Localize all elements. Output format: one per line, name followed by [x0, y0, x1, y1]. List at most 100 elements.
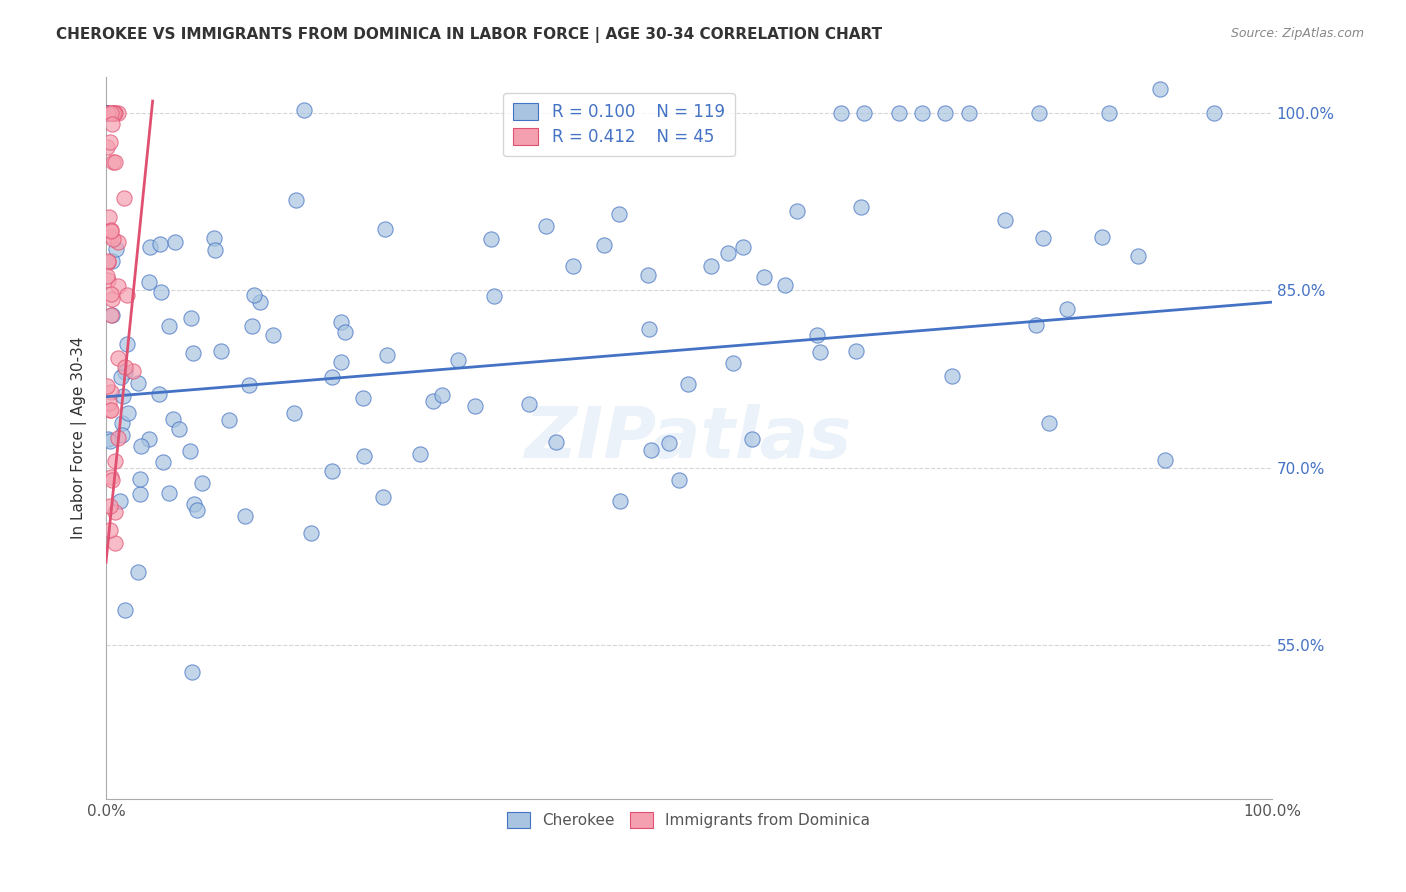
Point	[640, 442, 662, 457]
Point	[204, 243, 226, 257]
Point	[741, 432, 763, 446]
Point	[479, 232, 502, 246]
Point	[249, 295, 271, 310]
Point	[165, 235, 187, 249]
Point	[128, 487, 150, 501]
Point	[94, 106, 117, 120]
Point	[101, 232, 124, 246]
Point	[562, 259, 585, 273]
Point	[96, 269, 118, 284]
Point	[607, 207, 630, 221]
Point	[752, 270, 775, 285]
Point	[98, 210, 121, 224]
Point	[546, 435, 568, 450]
Point	[111, 427, 134, 442]
Point	[432, 388, 454, 402]
Point	[464, 399, 486, 413]
Point	[104, 505, 127, 519]
Point	[101, 117, 124, 131]
Point	[100, 224, 122, 238]
Point	[100, 470, 122, 484]
Point	[186, 502, 208, 516]
Point	[335, 325, 357, 339]
Point	[806, 327, 828, 342]
Point	[808, 345, 831, 359]
Point	[98, 396, 121, 410]
Point	[243, 287, 266, 301]
Point	[94, 106, 117, 120]
Point	[717, 245, 740, 260]
Point	[167, 422, 190, 436]
Point	[283, 406, 305, 420]
Point	[676, 377, 699, 392]
Point	[773, 277, 796, 292]
Point	[103, 106, 125, 120]
Point	[851, 200, 873, 214]
Point	[1028, 106, 1050, 120]
Point	[637, 321, 659, 335]
Point	[100, 385, 122, 400]
Point	[162, 412, 184, 426]
Point	[157, 318, 180, 333]
Point	[100, 253, 122, 268]
Point	[94, 106, 117, 120]
Point	[117, 406, 139, 420]
Point	[104, 106, 127, 120]
Point	[94, 106, 117, 120]
Point	[114, 365, 136, 379]
Point	[447, 353, 470, 368]
Point	[107, 431, 129, 445]
Point	[101, 155, 124, 169]
Point	[242, 318, 264, 333]
Point	[131, 439, 153, 453]
Point	[330, 355, 353, 369]
Point	[422, 394, 444, 409]
Point	[148, 387, 170, 401]
Point	[107, 106, 129, 120]
Point	[941, 369, 963, 384]
Point	[110, 370, 132, 384]
Point	[721, 356, 744, 370]
Point	[108, 494, 131, 508]
Point	[887, 106, 910, 120]
Point	[104, 454, 127, 468]
Point	[98, 524, 121, 538]
Point	[209, 343, 232, 358]
Point	[321, 370, 343, 384]
Point	[700, 259, 723, 273]
Point	[98, 106, 121, 120]
Point	[292, 103, 315, 118]
Point	[152, 455, 174, 469]
Point	[122, 364, 145, 378]
Point	[115, 337, 138, 351]
Point	[97, 273, 120, 287]
Point	[100, 434, 122, 449]
Point	[139, 240, 162, 254]
Point	[101, 292, 124, 306]
Point	[957, 106, 980, 120]
Point	[138, 433, 160, 447]
Point	[97, 254, 120, 268]
Point	[101, 106, 124, 120]
Point	[100, 106, 122, 120]
Point	[115, 287, 138, 301]
Text: Source: ZipAtlas.com: Source: ZipAtlas.com	[1230, 27, 1364, 40]
Point	[127, 566, 149, 580]
Point	[114, 359, 136, 374]
Point	[107, 235, 129, 249]
Point	[180, 665, 202, 680]
Point	[375, 348, 398, 362]
Point	[107, 351, 129, 366]
Point	[284, 193, 307, 207]
Point	[1098, 106, 1121, 120]
Point	[101, 473, 124, 487]
Point	[321, 464, 343, 478]
Point	[127, 376, 149, 391]
Point	[994, 212, 1017, 227]
Point	[100, 308, 122, 322]
Point	[238, 377, 260, 392]
Point	[353, 449, 375, 463]
Point	[233, 508, 256, 523]
Point	[149, 237, 172, 252]
Point	[202, 231, 225, 245]
